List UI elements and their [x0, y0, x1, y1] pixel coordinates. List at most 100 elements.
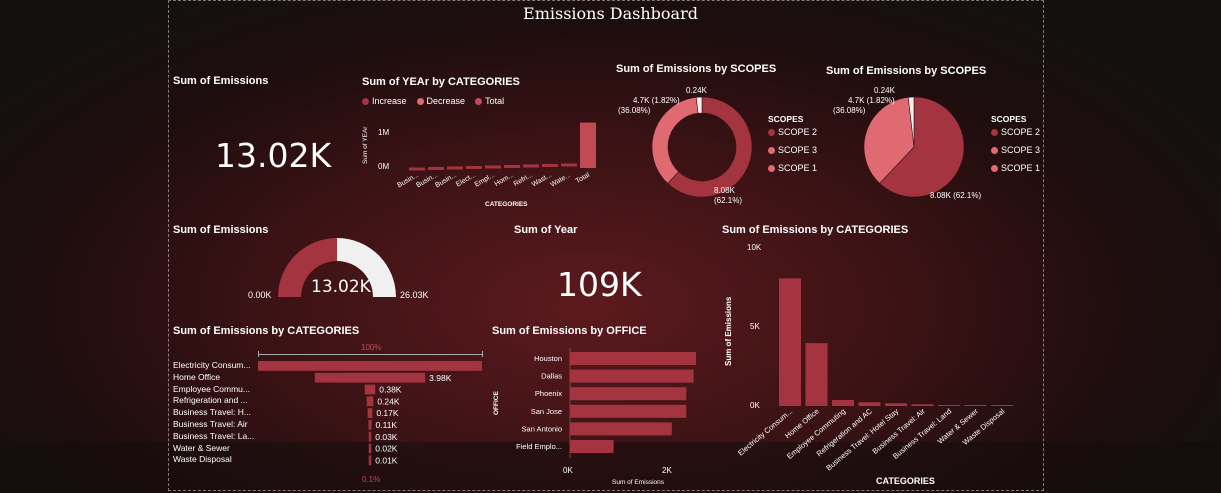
pie-chart[interactable] — [862, 95, 967, 200]
funnel-bar[interactable] — [368, 431, 372, 442]
legend-decrease[interactable]: Decrease — [416, 96, 465, 106]
office-chart[interactable]: Houston Dallas Phoenix San Jose San Antonio F… — [500, 348, 700, 460]
funnel-bar[interactable] — [368, 420, 372, 430]
funnel-bar[interactable] — [258, 361, 482, 371]
waterfall-xtick: Total — [575, 171, 592, 185]
funnel-category-label: Business Travel: H... — [173, 407, 251, 418]
funnel-category-label: Business Travel: Air — [173, 419, 248, 429]
legend-increase[interactable]: Increase — [362, 96, 407, 106]
card-year-title: Sum of Year — [514, 224, 578, 236]
funnel-category-label: Refrigeration and ... — [173, 395, 248, 406]
catbar-bar[interactable] — [938, 405, 960, 406]
catbar-bar[interactable] — [885, 403, 907, 406]
catbar-bar[interactable] — [991, 405, 1013, 406]
slice-scope-2[interactable] — [667, 96, 753, 198]
funnel-category-label: Water & Sewer — [173, 442, 230, 453]
office-ylabel: OFFICE — [493, 391, 500, 415]
office-bar[interactable] — [570, 422, 672, 436]
catbar-bar[interactable] — [911, 404, 934, 406]
donut-label-mid: 4.7K (1.82%) — [633, 96, 680, 105]
waterfall-legend: Increase Decrease Total — [362, 96, 504, 106]
funnel-ruler — [258, 354, 482, 355]
donut-legend-scope2[interactable]: SCOPE 2 — [768, 127, 817, 137]
donut-legend-scope1[interactable]: SCOPE 1 — [768, 163, 817, 173]
card-year-value: 109K — [557, 265, 642, 304]
office-category-label: Field Emplo... — [516, 442, 562, 451]
catbar-bar[interactable] — [779, 278, 801, 406]
card-emissions-value: 13.02K — [215, 136, 332, 175]
catbar-bar[interactable] — [832, 399, 854, 406]
donut-legend-title: SCOPES — [768, 114, 804, 124]
slice-scope-1[interactable] — [907, 96, 915, 148]
funnel-title: Sum of Emissions by CATEGORIES — [173, 325, 360, 337]
waterfall-bar[interactable] — [409, 167, 425, 171]
waterfall-bar[interactable] — [447, 166, 463, 170]
waterfall-bar[interactable] — [485, 165, 501, 169]
office-xlabel: Sum of Emissions — [612, 479, 665, 486]
card-emissions-title: Sum of Emissions — [173, 75, 269, 87]
funnel-bar[interactable] — [367, 408, 373, 418]
pie-legend-scope2[interactable]: SCOPE 2 — [991, 127, 1040, 137]
office-bar[interactable] — [570, 440, 614, 453]
catbar-bar[interactable] — [964, 405, 987, 406]
pie-label-bottom: 8.08K (62.1%) — [930, 191, 982, 200]
office-bar[interactable] — [570, 387, 687, 401]
office-bar[interactable] — [570, 369, 694, 383]
waterfall-xtick: Busin... — [434, 172, 458, 190]
funnel-bar[interactable] — [368, 443, 372, 454]
pie-legend-scope3[interactable]: SCOPE 3 — [991, 145, 1040, 155]
funnel-value-label: 0.02K — [375, 444, 398, 454]
office-xtick-0: 0K — [563, 466, 573, 475]
legend-total[interactable]: Total — [475, 96, 504, 106]
office-bar[interactable] — [570, 352, 696, 365]
office-title: Sum of Emissions by OFFICE — [492, 325, 647, 337]
waterfall-bar[interactable] — [561, 163, 577, 167]
catbar-ytick-5k: 5K — [750, 322, 760, 331]
donut-label-bottom: 8.08K — [714, 186, 735, 195]
funnel-bar[interactable] — [314, 372, 426, 383]
slice-scope-3[interactable] — [651, 97, 699, 184]
waterfall-xtick: Wate... — [550, 172, 573, 189]
waterfall-xlabel: CATEGORIES — [485, 201, 528, 208]
funnel-value-label: 0.01K — [375, 455, 398, 465]
slice-scope-1[interactable] — [695, 96, 703, 114]
gauge-chart[interactable] — [275, 238, 400, 300]
donut-legend-scope3[interactable]: SCOPE 3 — [768, 145, 817, 155]
funnel-bar[interactable] — [366, 396, 374, 407]
funnel-category-label: Home Office — [173, 371, 221, 382]
catbar-chart[interactable]: Electricity Consum...Home OfficeEmployee… — [736, 248, 1035, 472]
office-xtick-2k: 2K — [662, 466, 672, 475]
funnel-category-label: Employee Commu... — [173, 383, 250, 394]
waterfall-bar[interactable] — [504, 164, 520, 168]
gauge-value: 13.02K — [311, 277, 371, 297]
report-canvas — [168, 0, 1044, 491]
waterfall-bar[interactable] — [523, 164, 539, 168]
waterfall-bar[interactable] — [542, 163, 558, 167]
page-title: Emissions Dashboard — [523, 4, 698, 23]
catbar-bar[interactable] — [858, 402, 881, 406]
funnel-bar[interactable] — [368, 455, 372, 466]
donut-chart[interactable] — [650, 95, 755, 200]
donut-title: Sum of Emissions by SCOPES — [616, 63, 777, 75]
office-bar[interactable] — [570, 404, 687, 418]
office-category-label: San Antonio — [522, 424, 562, 433]
waterfall-title: Sum of YEAr by CATEGORIES — [362, 76, 520, 88]
donut-label-top: 0.24K — [686, 86, 707, 95]
pie-legend-scope1[interactable]: SCOPE 1 — [991, 163, 1040, 173]
slice-scope-2[interactable] — [879, 96, 965, 198]
slice-scope-3[interactable] — [863, 97, 915, 184]
waterfall-chart[interactable]: Busin...Busin...Busin...Elect...Empl...H… — [396, 120, 605, 210]
catbar-ylabel: Sum of Emissions — [724, 296, 733, 366]
funnel-value-label: 0.38K — [379, 385, 402, 395]
catbar-bar[interactable] — [805, 343, 828, 406]
funnel-top-pct: 100% — [361, 343, 382, 352]
funnel-value-label: 0.03K — [375, 432, 398, 442]
waterfall-bar[interactable] — [466, 165, 482, 169]
catbar-title: Sum of Emissions by CATEGORIES — [722, 224, 909, 236]
funnel-bar[interactable] — [364, 384, 376, 395]
waterfall-bar[interactable] — [580, 122, 596, 168]
waterfall-bar[interactable] — [428, 166, 444, 170]
funnel-category-label: Business Travel: La... — [173, 430, 255, 441]
office-category-label: Dallas — [541, 372, 562, 381]
